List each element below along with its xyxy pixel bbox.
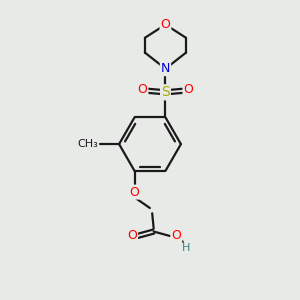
Text: S: S <box>161 85 170 99</box>
Text: O: O <box>160 18 170 31</box>
Text: CH₃: CH₃ <box>78 139 98 149</box>
Text: N: N <box>161 62 170 75</box>
Text: O: O <box>184 83 194 96</box>
Text: O: O <box>138 83 147 96</box>
Text: O: O <box>127 229 137 242</box>
Text: O: O <box>130 186 140 199</box>
Text: H: H <box>182 243 190 253</box>
Text: O: O <box>171 230 181 242</box>
